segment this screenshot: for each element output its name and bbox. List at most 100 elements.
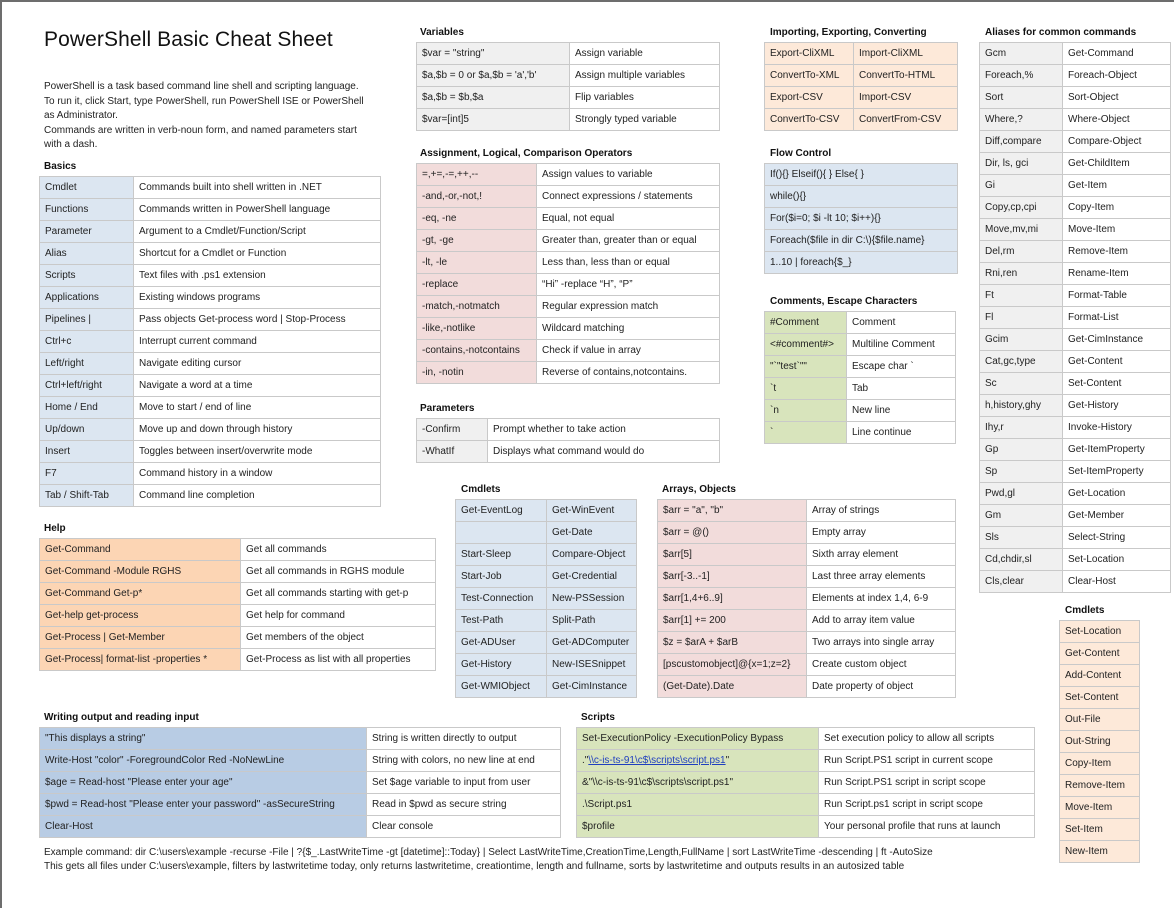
row-description: Array of strings — [806, 499, 956, 522]
row-key: -in, -notin — [416, 361, 537, 384]
row-description: Get-Member — [1062, 504, 1171, 527]
row-description: Assign multiple variables — [569, 64, 720, 87]
row-description: Escape char ` — [846, 355, 956, 378]
table-row: Left/right Navigate editing cursor — [39, 352, 381, 375]
table-row: Copy-Item — [1059, 752, 1140, 775]
table-row: Remove-Item — [1059, 774, 1140, 797]
intro-text: PowerShell is a task based command line … — [44, 80, 364, 153]
cmdlet-cell: Test-Connection — [455, 587, 547, 610]
row-description: Get-CimInstance — [1062, 328, 1171, 351]
list-cell: Set-Content — [1059, 686, 1140, 709]
row-key: -replace — [416, 273, 537, 296]
row-description: Command line completion — [133, 484, 381, 507]
cmdlet-cell: Get-ADUser — [455, 631, 547, 654]
row-description: Get all commands starting with get-p — [240, 582, 436, 605]
table-row: -replace “Hi” -replace “H”, “P” — [416, 273, 720, 296]
table-row: Insert Toggles between insert/overwrite m… — [39, 440, 381, 463]
table-row: 1..10 | foreach{$_} — [764, 251, 958, 274]
row-key: "This displays a string" — [39, 727, 367, 750]
row-description: Set $age variable to input from user — [366, 771, 561, 794]
row-description: Format-List — [1062, 306, 1171, 329]
list-cell: New-Item — [1059, 840, 1140, 863]
example-explanation: This gets all files under C:\users\examp… — [44, 861, 905, 872]
list-cell: 1..10 | foreach{$_} — [764, 251, 958, 274]
row-key: ` — [764, 421, 847, 444]
row-description: Sort-Object — [1062, 86, 1171, 109]
row-key: Cd,chdir,sl — [979, 548, 1063, 571]
table-row: $profile Your personal profile that runs … — [576, 815, 1035, 838]
table-row: -match,-notmatch Regular expression match — [416, 295, 720, 318]
row-description: Navigate a word at a time — [133, 374, 381, 397]
row-description: Set-Content — [1062, 372, 1171, 395]
row-description: Get all commands in RGHS module — [240, 560, 436, 583]
row-key: (Get-Date).Date — [657, 675, 807, 698]
section-heading: Cmdlets — [461, 484, 501, 495]
section-heading: Scripts — [581, 712, 615, 723]
row-description: Tab — [846, 377, 956, 400]
table-row: Get-Command -Module RGHS Get all commands… — [39, 560, 436, 583]
section-heading: Flow Control — [770, 148, 832, 159]
cmdlets-mid-table: Get-EventLog Get-WinEvent Get-Date Start-Sl… — [455, 499, 637, 698]
table-row: Del,rm Remove-Item — [979, 240, 1171, 263]
script-path-link[interactable]: \\c-is-ts-91\c$\scripts\script.ps1 — [588, 755, 726, 766]
table-row: Copy,cp,cpi Copy-Item — [979, 196, 1171, 219]
cmdlet-cell: Test-Path — [455, 609, 547, 632]
section-flow-control: Flow Control If(){} Elseif(){ } Else{ } w… — [764, 147, 958, 274]
cmdlet-cell: ConvertFrom-CSV — [853, 108, 958, 131]
table-row: Get-Content — [1059, 642, 1140, 665]
table-row: Write-Host "color" -ForegroundColor Red … — [39, 749, 561, 772]
table-row: Where,? Where-Object — [979, 108, 1171, 131]
table-row: Foreach($file in dir C:\){$file.name} — [764, 229, 958, 252]
row-description: Flip variables — [569, 86, 720, 109]
table-row: -Confirm Prompt whether to take action — [416, 418, 720, 441]
row-key: Sp — [979, 460, 1063, 483]
row-description: Get-Content — [1062, 350, 1171, 373]
table-row: Home / End Move to start / end of line — [39, 396, 381, 419]
table-row: -eq, -ne Equal, not equal — [416, 207, 720, 230]
row-key: -and,-or,-not,! — [416, 185, 537, 208]
row-key: Pipelines | — [39, 308, 134, 331]
row-key: Pwd,gl — [979, 482, 1063, 505]
table-row: Add-Content — [1059, 664, 1140, 687]
row-description: Strongly typed variable — [569, 108, 720, 131]
row-key: Cls,clear — [979, 570, 1063, 593]
section-arrays: Arrays, Objects $arr = "a", "b" Array of … — [657, 483, 956, 698]
row-description: Sixth array element — [806, 543, 956, 566]
table-row: Cd,chdir,sl Set-Location — [979, 548, 1171, 571]
page-title: PowerShell Basic Cheat Sheet — [44, 28, 333, 51]
cmdlet-cell: Compare-Object — [546, 543, 637, 566]
table-row: Ft Format-Table — [979, 284, 1171, 307]
row-key: -like,-notlike — [416, 317, 537, 340]
row-key: Set-ExecutionPolicy -ExecutionPolicy Byp… — [576, 727, 819, 750]
row-key: Move,mv,mi — [979, 218, 1063, 241]
row-description: Navigate editing cursor — [133, 352, 381, 375]
row-key: Get-Command -Module RGHS — [39, 560, 241, 583]
table-row: #Comment Comment — [764, 311, 956, 334]
row-description: Greater than, greater than or equal — [536, 229, 720, 252]
row-key: -Confirm — [416, 418, 488, 441]
table-row: ConvertTo-CSV ConvertFrom-CSV — [764, 108, 958, 131]
row-key: -gt, -ge — [416, 229, 537, 252]
row-description: Run Script.PS1 script in current scope — [818, 749, 1035, 772]
row-key: $arr[5] — [657, 543, 807, 566]
table-row: $a,$b = $b,$a Flip variables — [416, 86, 720, 109]
cmdlet-cell: Export-CSV — [764, 86, 854, 109]
row-key: &"\\c-is-ts-91\c$\scripts\script.ps1" — [576, 771, 819, 794]
row-key: "`"test`"" — [764, 355, 847, 378]
row-key: Get-Command Get-p* — [39, 582, 241, 605]
cmdlets-right-table: Set-Location Get-Content Add-Content Set-Co… — [1059, 620, 1140, 863]
row-key: [pscustomobject]@{x=1;z=2} — [657, 653, 807, 676]
table-row: Sp Set-ItemProperty — [979, 460, 1171, 483]
table-row: Clear-Host Clear console — [39, 815, 561, 838]
cmdlet-cell: Get-History — [455, 653, 547, 676]
row-key: Write-Host "color" -ForegroundColor Red … — [39, 749, 367, 772]
table-row: `t Tab — [764, 377, 956, 400]
section-heading: Arrays, Objects — [662, 484, 736, 495]
table-row: Sls Select-String — [979, 526, 1171, 549]
row-key: $var=[int]5 — [416, 108, 570, 131]
row-description: Equal, not equal — [536, 207, 720, 230]
table-row: Gp Get-ItemProperty — [979, 438, 1171, 461]
table-row: (Get-Date).Date Date property of object — [657, 675, 956, 698]
row-description: Get all commands — [240, 538, 436, 561]
row-key: Functions — [39, 198, 134, 221]
